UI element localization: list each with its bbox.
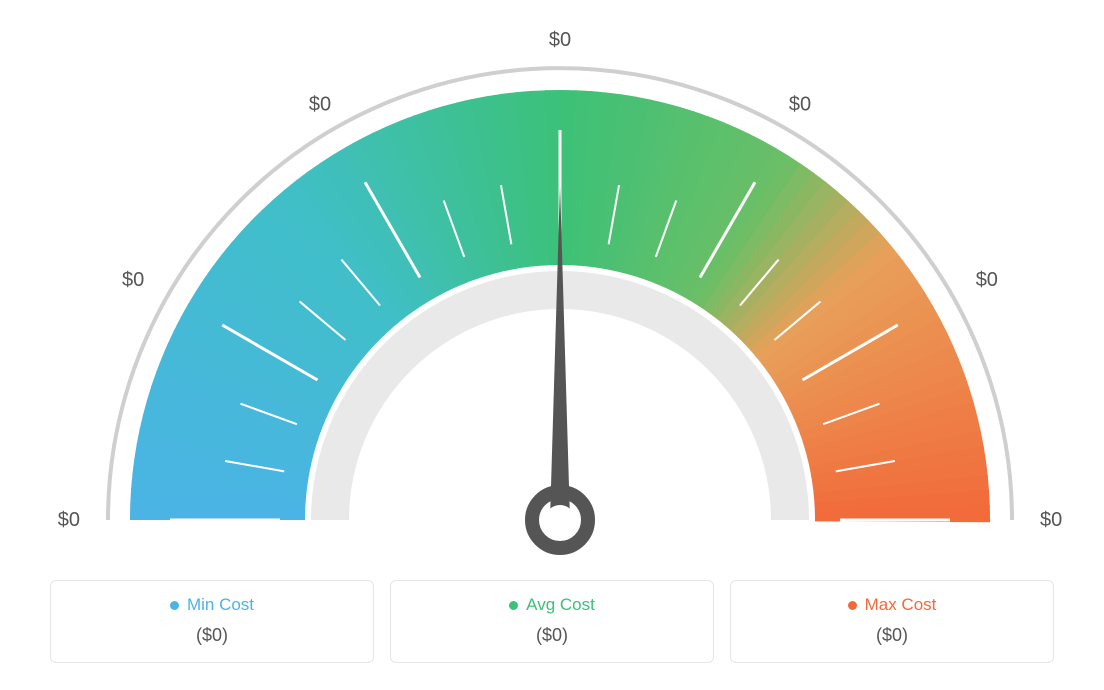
svg-text:$0: $0 (58, 509, 80, 531)
svg-text:$0: $0 (976, 269, 998, 291)
legend-value: ($0) (401, 625, 703, 646)
svg-text:$0: $0 (1040, 509, 1062, 531)
legend-label: Min Cost (187, 595, 254, 615)
svg-text:$0: $0 (549, 29, 571, 51)
legend-card-min: Min Cost ($0) (50, 580, 374, 663)
legend-value: ($0) (61, 625, 363, 646)
svg-text:$0: $0 (309, 93, 331, 115)
svg-text:$0: $0 (122, 269, 144, 291)
legend-label: Max Cost (865, 595, 937, 615)
dot-icon (170, 601, 179, 610)
legend-label: Avg Cost (526, 595, 595, 615)
cost-gauge: $0 $0 $0 $0 $0 $0 $0 (40, 20, 1064, 580)
legend-card-avg: Avg Cost ($0) (390, 580, 714, 663)
svg-text:$0: $0 (789, 93, 811, 115)
legend-card-max: Max Cost ($0) (730, 580, 1054, 663)
dot-icon (509, 601, 518, 610)
legend-row: Min Cost ($0) Avg Cost ($0) Max Cost ($0… (40, 580, 1064, 663)
dot-icon (848, 601, 857, 610)
legend-value: ($0) (741, 625, 1043, 646)
gauge-svg: $0 $0 $0 $0 $0 $0 $0 (40, 20, 1080, 570)
